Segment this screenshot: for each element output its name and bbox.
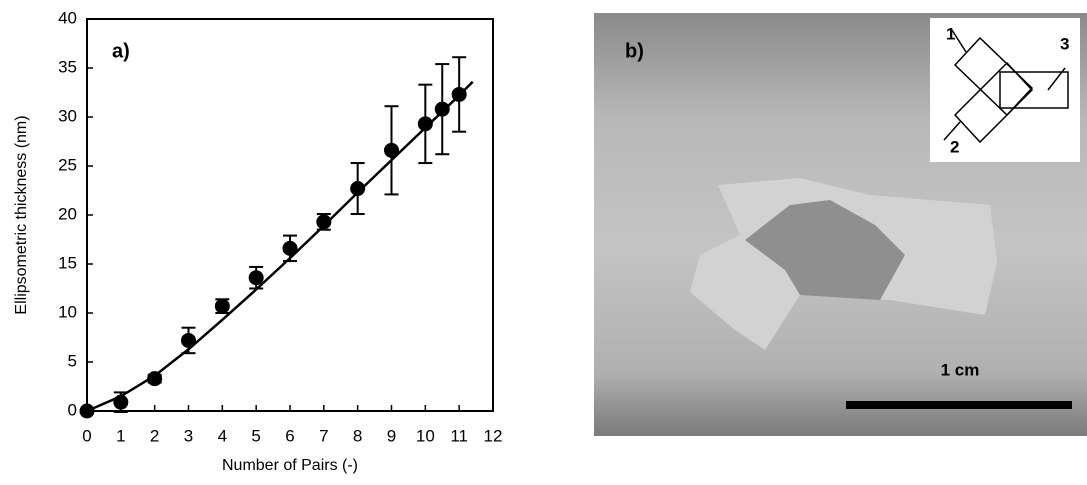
y-tick-label: 40	[58, 8, 77, 27]
x-tick-label: 1	[116, 426, 125, 445]
inset-label: 3	[1060, 34, 1069, 53]
y-axis-label: Ellipsometric thickness (nm)	[13, 115, 30, 314]
scale-bar	[846, 401, 1072, 409]
y-tick-label: 25	[58, 155, 77, 174]
data-point	[316, 214, 332, 230]
inset-label: 2	[950, 137, 959, 156]
plot-frame	[86, 18, 494, 412]
inset	[930, 18, 1080, 162]
data-point	[79, 403, 95, 419]
x-tick-label: 12	[484, 426, 503, 445]
scale-label: 1 cm	[941, 360, 980, 379]
y-tick-label: 0	[68, 400, 77, 419]
x-tick-label: 5	[251, 426, 260, 445]
inset-label: 1	[946, 24, 955, 43]
x-tick-label: 9	[387, 426, 396, 445]
data-point	[384, 142, 399, 158]
x-tick-label: 11	[450, 426, 468, 445]
data-point	[350, 181, 366, 197]
data-point	[451, 86, 467, 102]
x-tick-label: 10	[416, 426, 435, 445]
y-tick-label: 35	[58, 57, 77, 76]
panel-label: b)	[625, 40, 644, 62]
data-point	[434, 101, 450, 117]
fit-line	[86, 80, 474, 413]
y-tick-label: 5	[68, 351, 77, 370]
y-tick-label: 20	[58, 204, 77, 223]
y-tick-label: 15	[58, 253, 77, 272]
x-tick-label: 6	[285, 426, 294, 445]
x-tick-label: 3	[184, 426, 193, 445]
data-point	[417, 116, 433, 132]
panel-label: a)	[112, 40, 130, 62]
data-point	[181, 332, 196, 348]
x-tick-label: 2	[150, 426, 159, 445]
x-tick-label: 7	[319, 426, 328, 445]
x-axis-label: Number of Pairs (-)	[222, 457, 358, 474]
x-tick-label: 4	[218, 426, 227, 445]
x-tick-label: 8	[353, 426, 362, 445]
data-point	[147, 371, 163, 387]
data-point	[113, 394, 129, 410]
x-tick-label: 0	[82, 426, 91, 445]
data-point	[282, 240, 298, 256]
y-tick-label: 30	[58, 106, 77, 125]
film-dark	[745, 200, 905, 300]
y-tick-label: 10	[58, 302, 77, 321]
data-point	[214, 298, 230, 314]
photo: b) 1 2 3 1 cm	[594, 13, 1087, 436]
data-point	[248, 270, 264, 286]
inset-diagram	[943, 29, 1069, 144]
